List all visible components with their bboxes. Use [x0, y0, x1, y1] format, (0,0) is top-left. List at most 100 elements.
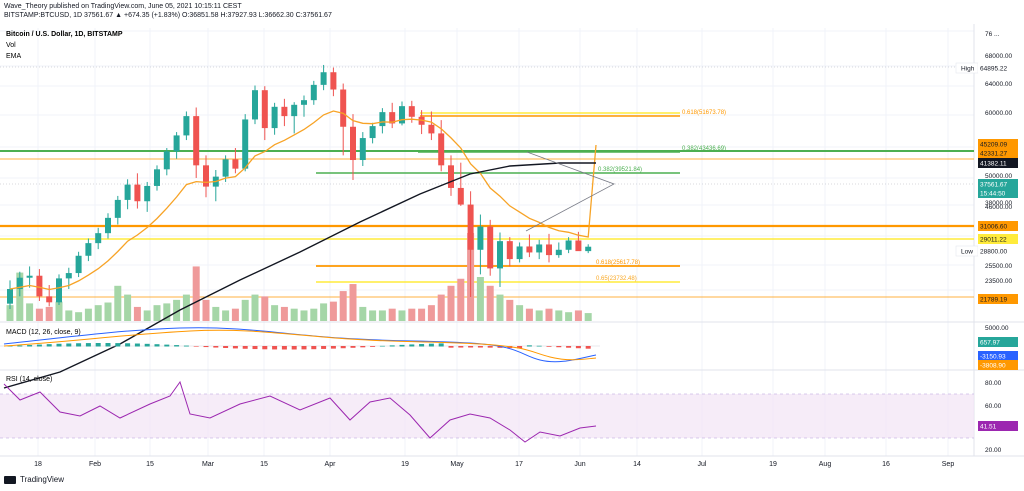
candle-body: [555, 249, 562, 256]
candle-body: [477, 226, 484, 250]
candle-body: [95, 233, 102, 244]
price-tag-bg: [978, 63, 1018, 73]
price-tag-text: 29011.22: [980, 237, 1007, 244]
volume-bar: [94, 305, 102, 321]
ema-legend: EMA: [6, 53, 22, 60]
macd-hist-bar: [360, 346, 366, 348]
price-tag-bg: [978, 139, 1018, 149]
candle-body: [536, 244, 543, 253]
volume-bar: [290, 308, 298, 321]
macd-hist-bar: [252, 346, 258, 350]
candle-body: [467, 204, 474, 250]
publish-info: Wave_Theory published on TradingView.com…: [4, 3, 242, 10]
fib-level-label: 0.65(23732.48): [596, 276, 637, 282]
price-tag-text: 28800.00: [980, 249, 1007, 256]
volume-bar: [202, 299, 210, 321]
volume-bar: [349, 284, 357, 321]
price-tag-text: -3808.90: [980, 363, 1006, 370]
macd-hist-bar: [497, 346, 503, 348]
macd-hist-bar: [272, 346, 278, 350]
candle-body: [46, 296, 53, 303]
volume-bar: [26, 303, 34, 321]
price-tag-bg: [978, 246, 1018, 256]
macd-hist-bar: [438, 343, 444, 347]
candle-body: [291, 104, 298, 117]
candle-body: [85, 243, 92, 256]
price-tag-bg: [978, 337, 1018, 347]
candle-body: [379, 112, 386, 127]
macd-hist-bar: [164, 344, 170, 347]
candle-body: [369, 126, 376, 139]
y-tick-label: 50000.00: [985, 173, 1012, 180]
price-tag-bg: [978, 360, 1018, 370]
ema-fast-line: [9, 110, 597, 291]
volume-bar: [241, 299, 249, 321]
macd-hist-bar: [144, 343, 150, 347]
rsi-y-tick: 60.00: [985, 403, 1002, 410]
macd-legend: MACD (12, 26, close, 9): [6, 329, 81, 336]
price-tag-text: 21789.19: [980, 297, 1007, 304]
price-tag-text: 45209.09: [980, 142, 1007, 149]
candle-body: [457, 187, 464, 205]
x-tick-label: Apr: [325, 461, 337, 468]
volume-bar: [398, 310, 406, 321]
macd-hist-bar: [17, 345, 23, 347]
candle-body: [575, 240, 582, 252]
price-tag-bg: [978, 179, 1018, 189]
macd-hist-bar: [193, 346, 199, 347]
signal-line: [3, 329, 597, 361]
volume-bar: [545, 308, 553, 321]
x-tick-label: Jun: [574, 461, 585, 468]
volume-bar: [369, 310, 377, 321]
volume-bar: [6, 305, 14, 321]
candle-body: [546, 244, 552, 256]
volume-bar: [584, 313, 592, 321]
volume-bar: [574, 310, 582, 321]
macd-hist-bar: [46, 344, 52, 347]
x-tick-label: 15: [260, 461, 268, 468]
candle-body: [418, 116, 425, 125]
candle-body: [565, 240, 572, 250]
candle-body: [330, 72, 337, 90]
candle-body: [56, 278, 62, 303]
candle-body: [114, 199, 121, 218]
volume-bar: [280, 306, 288, 321]
candle-body: [487, 226, 494, 269]
candle-body: [408, 106, 415, 117]
volume-bar: [300, 310, 308, 321]
macd-hist-bar: [409, 344, 415, 347]
price-tag-bg: [978, 188, 1018, 198]
candle-body: [203, 165, 209, 187]
candle-body: [399, 106, 405, 124]
x-tick-label: Sep: [942, 461, 955, 468]
macd-hist-bar: [311, 346, 317, 350]
candle-body: [26, 275, 33, 278]
candle-body: [438, 133, 445, 166]
macd-hist-bar: [517, 346, 523, 349]
price-tag-bg: [978, 234, 1018, 244]
price-tag-bg: [978, 148, 1018, 158]
y-tick-label: 68000.00: [985, 53, 1012, 60]
candle-body: [585, 246, 592, 252]
macd-hist-bar: [95, 343, 101, 347]
x-tick-label: Jul: [698, 461, 707, 468]
volume-bar: [476, 277, 484, 321]
volume-bar: [447, 285, 455, 321]
volume-bar: [535, 310, 543, 321]
y-tick-label: 38000.00: [985, 200, 1012, 207]
macd-hist-bar: [213, 346, 219, 348]
macd-hist-bar: [115, 343, 121, 347]
volume-bar: [153, 305, 161, 321]
macd-hist-bar: [27, 345, 33, 347]
macd-hist-bar: [66, 343, 72, 347]
x-tick-label: 16: [882, 461, 890, 468]
price-tag-label: Low: [961, 249, 973, 256]
volume-bar: [133, 306, 141, 321]
triangle-lines: [525, 151, 615, 232]
y-tick-label: 46000.00: [985, 204, 1012, 211]
candle-body: [134, 184, 141, 202]
macd-hist-bar: [203, 346, 209, 348]
brand-text: TradingView: [20, 475, 65, 484]
volume-bar: [124, 294, 132, 321]
